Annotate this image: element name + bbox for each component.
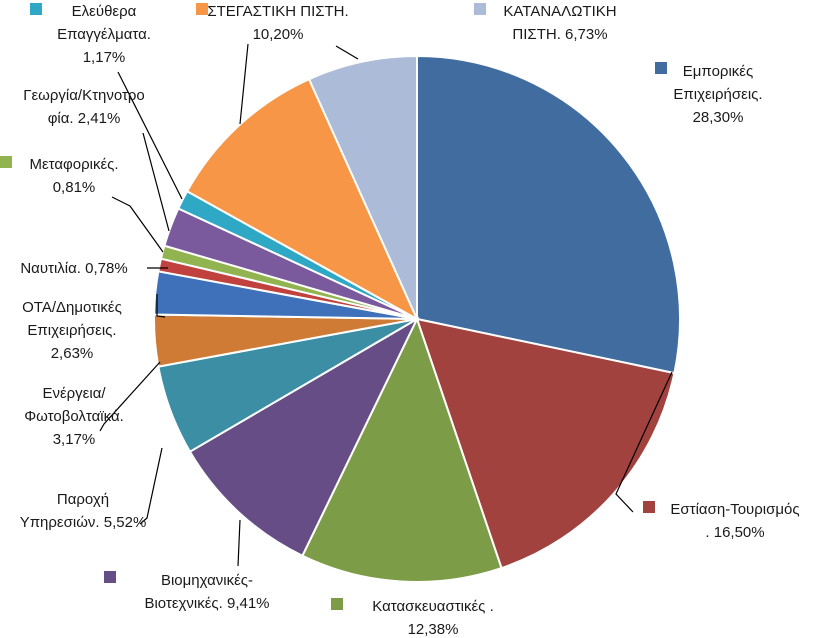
slice-label: ΟΤΑ/Δημοτικές Επιχειρήσεις. 2,63% xyxy=(22,299,122,362)
slice-label: Κατασκευαστικές . 12,38% xyxy=(372,598,493,638)
label-swatch xyxy=(196,3,208,15)
leader-line xyxy=(156,294,166,318)
slice-label-line: ΠΙΣΤΗ. 6,73% xyxy=(512,26,607,43)
slice-label-line: Εστίαση-Τουρισμός xyxy=(670,501,799,518)
slice-label-line: 3,17% xyxy=(53,431,96,448)
label-swatch xyxy=(474,3,486,15)
slice-label: Γεωργία/Κτηνοτρο φία. 2,41% xyxy=(23,87,145,127)
pie-slice xyxy=(307,54,418,320)
slice-label-line: ΚΑΤΑΝΑΛΩΤΙΚΗ xyxy=(503,3,616,20)
slice-label-line: Επιχειρήσεις. xyxy=(673,86,762,103)
slice-label-line: 28,30% xyxy=(693,109,744,126)
slice-label-line: Μεταφορικές. xyxy=(29,156,118,173)
leader-line xyxy=(111,196,164,253)
slice-label-line: Παροχή xyxy=(57,491,109,508)
slice-label: Εστίαση-Τουρισμός . 16,50% xyxy=(670,501,799,541)
slice-label: Ελεύθερα Επαγγέλματα. 1,17% xyxy=(57,3,151,66)
slice-label-line: Υπηρεσιών. 5,52% xyxy=(20,514,147,531)
slice-label: Μεταφορικές. 0,81% xyxy=(29,156,118,196)
slice-label: Παροχή Υπηρεσιών. 5,52% xyxy=(20,491,147,531)
slice-label-line: Κατασκευαστικές . xyxy=(372,598,493,615)
slice-label-line: . 16,50% xyxy=(705,524,764,541)
leader-line xyxy=(237,519,241,567)
leader-lines xyxy=(99,43,673,567)
slice-label: Βιομηχανικές- Βιοτεχνικές. 9,41% xyxy=(144,572,269,612)
leader-line xyxy=(142,132,170,232)
label-swatch xyxy=(0,156,12,168)
slice-label-line: 12,38% xyxy=(408,621,459,638)
slice-label-line: φία. 2,41% xyxy=(48,110,121,127)
label-swatch xyxy=(643,501,655,513)
pie-slices xyxy=(153,54,682,583)
leader-line xyxy=(139,447,163,525)
slice-label: ΣΤΕΓΑΣΤΙΚΗ ΠΙΣΤΗ. 10,20% xyxy=(207,3,348,43)
slice-labels: Εμπορικές Επιχειρήσεις. 28,30% Εστίαση-Τουρ… xyxy=(0,3,800,638)
slice-label-line: Εμπορικές xyxy=(683,63,753,80)
slice-label-line: Βιοτεχνικές. 9,41% xyxy=(144,595,269,612)
slice-label-line: Φωτοβολταϊκά. xyxy=(24,408,124,425)
slice-label-line: Γεωργία/Κτηνοτρο xyxy=(23,87,145,104)
label-swatch xyxy=(331,598,343,610)
label-swatch xyxy=(104,571,116,583)
pie-slice xyxy=(416,54,682,375)
slice-label-line: Ενέργεια/ xyxy=(42,385,106,402)
pie-slice xyxy=(301,316,503,583)
slice-label-line: 2,63% xyxy=(51,345,94,362)
leader-line xyxy=(239,43,249,125)
slice-label-line: 10,20% xyxy=(253,26,304,43)
slice-label-line: Επιχειρήσεις. xyxy=(27,322,116,339)
leader-line xyxy=(99,361,161,432)
label-swatch xyxy=(30,3,42,15)
pie-slice xyxy=(188,316,420,558)
slice-label: ΚΑΤΑΝΑΛΩΤΙΚΗ ΠΙΣΤΗ. 6,73% xyxy=(503,3,616,43)
slice-label: Εμπορικές Επιχειρήσεις. 28,30% xyxy=(673,63,762,126)
pie-slice xyxy=(185,77,420,322)
slice-label-line: Επαγγέλματα. xyxy=(57,26,151,43)
slice-label: Ενέργεια/Φωτοβολταϊκά. 3,17% xyxy=(24,385,124,448)
slice-label-line: ΟΤΑ/Δημοτικές xyxy=(22,299,122,316)
leader-line xyxy=(615,371,673,513)
slice-label: Ναυτιλία. 0,78% xyxy=(20,260,127,277)
slice-label-line: Ναυτιλία. 0,78% xyxy=(20,260,127,277)
slice-label-line: 0,81% xyxy=(53,179,96,196)
slice-label-line: ΣΤΕΓΑΣΤΙΚΗ ΠΙΣΤΗ. xyxy=(207,3,348,20)
slice-label-line: 1,17% xyxy=(83,49,126,66)
slice-label-line: Βιομηχανικές- xyxy=(161,572,253,589)
slice-label-line: Ελεύθερα xyxy=(72,3,137,20)
label-swatch xyxy=(655,62,667,74)
leader-line xyxy=(117,71,183,200)
leader-line xyxy=(335,45,359,60)
